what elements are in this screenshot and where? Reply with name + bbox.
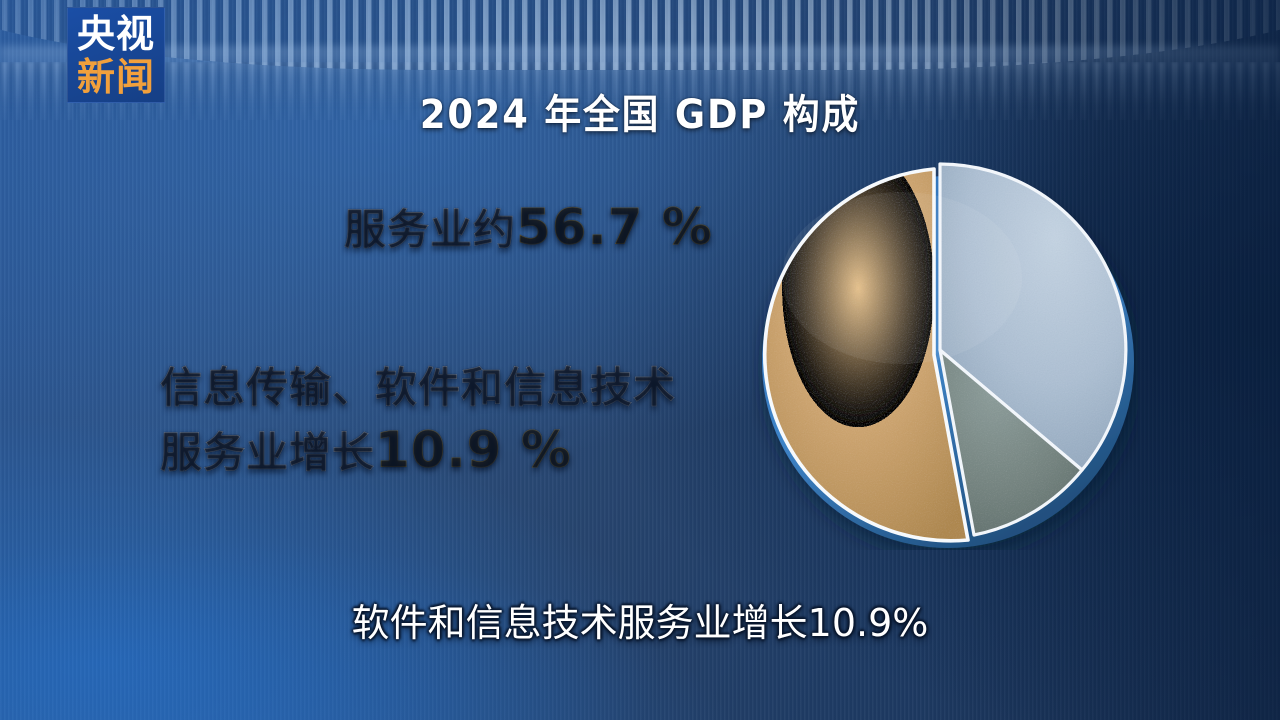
stat-label-infotech-line1: 信息传输、软件和信息技术 <box>160 363 677 412</box>
pie-chart-svg <box>762 162 1134 548</box>
lower-third-caption: 软件和信息技术服务业增长10.9% <box>351 601 929 645</box>
cctv-news-logo: 央视 新闻 <box>67 7 165 103</box>
stat-value-infotech: 10.9 % <box>375 421 572 479</box>
stat-row-services: 服务业约56.7 % <box>0 196 780 261</box>
gdp-composition-pie-chart <box>752 158 1138 550</box>
stat-value-services: 56.7 % <box>516 198 713 256</box>
stats-block: 服务业约56.7 % 信息传输、软件和信息技术 服务业增长10.9 % <box>0 196 780 484</box>
stat-row-infotech-line1: 信息传输、软件和信息技术 <box>0 357 780 419</box>
page-title: 2024 年全国 GDP 构成 <box>419 92 861 138</box>
logo-line-news: 新闻 <box>76 54 155 99</box>
logo-line-cctv: 央视 <box>76 11 155 56</box>
stat-row-infotech-line2: 服务业增长10.9 % <box>0 419 780 484</box>
stat-label-services: 服务业约 <box>344 205 517 254</box>
pie-gloss-highlight <box>782 192 1022 364</box>
ceiling-slat-arc <box>0 0 1280 70</box>
pie-slice-services <box>763 167 970 543</box>
stat-label-infotech-line2: 服务业增长 <box>160 428 376 477</box>
